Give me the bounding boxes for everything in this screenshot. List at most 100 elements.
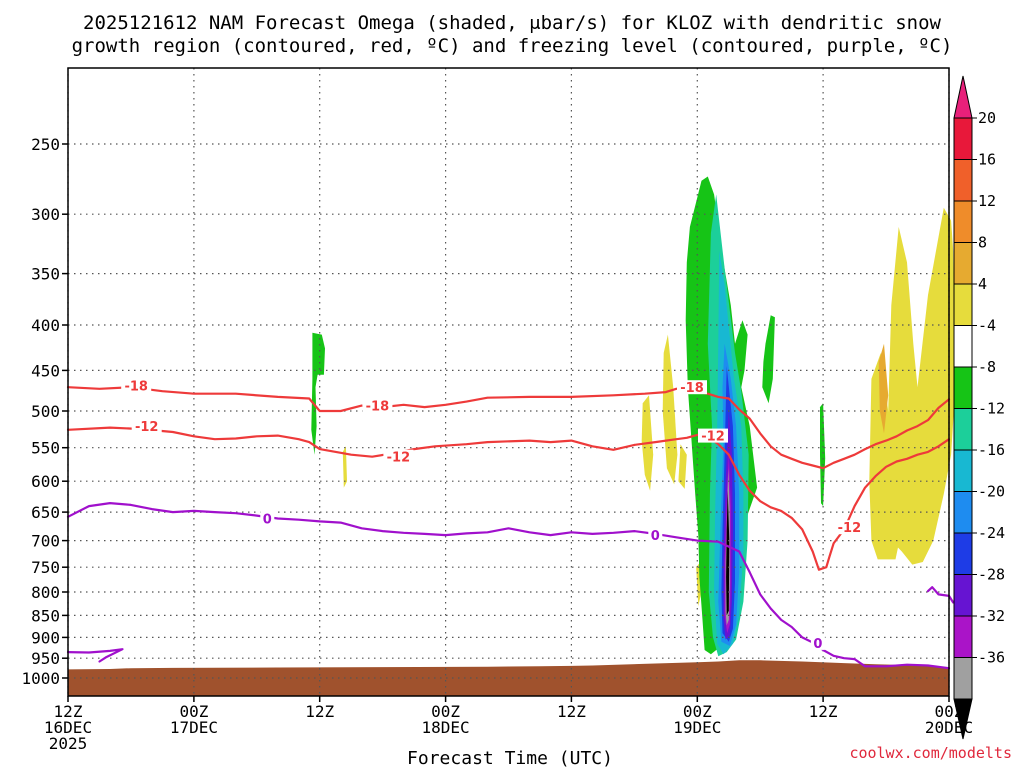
terrain-area: [68, 660, 949, 696]
x-tick-label: 12Z: [809, 702, 838, 721]
colorbar-swatch: [953, 366, 973, 409]
temperature-contours: [66, 386, 955, 670]
colorbar-swatch: [953, 283, 973, 326]
contour-label-bg: [677, 380, 707, 395]
colorbar-swatch: [953, 574, 973, 617]
y-axis: 250 300 350 400 450 500 550 600 650 700 750 800 850 9…: [21, 135, 68, 688]
colorbar-swatch: [953, 242, 973, 285]
contour-label: 0: [263, 513, 272, 528]
colorbar-swatch: [953, 159, 973, 202]
contour-label: -12: [838, 521, 862, 536]
contour-label-bg: [362, 398, 393, 413]
colorbar-label: -24: [978, 524, 1005, 542]
x-tick-label: 00Z: [179, 702, 208, 721]
y-tick-label: 700: [31, 532, 60, 551]
contour-label: -12: [701, 430, 725, 445]
y-tick-label: 300: [31, 205, 60, 224]
contour-label: 0: [813, 637, 822, 652]
colorbar-label: -36: [978, 649, 1005, 667]
contour-label-bg: [648, 528, 663, 543]
contour-label: -18: [680, 381, 704, 396]
colorbar-swatch: [953, 117, 973, 160]
colorbar-label: -16: [978, 441, 1005, 459]
x-tick-label: 00Z: [431, 702, 460, 721]
chart-title-line-1: 2025121612 NAM Forecast Omega (shaded, μ…: [83, 12, 941, 34]
colorbar-swatch: [953, 325, 973, 368]
omega-region-1: [917, 387, 931, 462]
omega-region-20: [726, 490, 730, 616]
x-tick-label: 12Z: [557, 702, 586, 721]
plot-area-frame: [67, 67, 950, 697]
omega-region-12: [311, 332, 325, 455]
colorbar-swatch: [953, 408, 973, 451]
y-tick-label: 900: [31, 628, 60, 647]
omega-region-11: [820, 403, 826, 507]
colorbar-label: 16: [978, 151, 996, 169]
colorbar-swatch: [953, 532, 973, 575]
terrain-fill: [68, 660, 949, 696]
colorbar-bottom-arrow: [953, 698, 973, 740]
y-tick-label: 250: [31, 135, 60, 154]
y-tick-label: 750: [31, 558, 60, 577]
colorbar-label: 4: [978, 275, 987, 293]
contour-freezing_level_segment-4: [926, 586, 955, 604]
x-tick-label: 19DEC: [673, 718, 721, 737]
colorbar-label: 12: [978, 192, 996, 210]
contour-label: -18: [124, 380, 148, 395]
colorbar-swatch: [953, 449, 973, 492]
y-tick-label: 500: [31, 402, 60, 421]
y-tick-label: 1000: [21, 669, 60, 688]
contour-freezing_level-2: [66, 502, 951, 670]
y-tick-label: 950: [31, 649, 60, 668]
omega-region-0: [880, 207, 956, 565]
colorbar-swatch: [953, 657, 973, 700]
contour-labels: -18 -18 -18 -12 -12 -12 -12 0 0 0: [121, 378, 865, 652]
y-tick-label: 650: [31, 503, 60, 522]
contour-label: 0: [651, 529, 660, 544]
contour-label-bg: [698, 428, 728, 443]
contour-label-bg: [131, 419, 162, 434]
x-axis-label: Forecast Time (UTC): [407, 748, 613, 768]
colorbar-label: 20: [978, 109, 996, 127]
omega-region-10: [762, 315, 775, 404]
contour-label-bg: [260, 511, 275, 526]
omega-region-4: [662, 334, 678, 485]
contour-label-bg: [834, 520, 865, 535]
y-tick-label: 600: [31, 472, 60, 491]
omega-region-2: [869, 352, 902, 560]
contour-dgz_bottom-1: [66, 426, 951, 571]
colorbar-swatch: [953, 491, 973, 534]
x-tick-label: 16DEC: [44, 718, 92, 737]
x-tick-label: 00Z: [683, 702, 712, 721]
y-tick-label: 850: [31, 606, 60, 625]
omega-region-8: [878, 343, 889, 434]
x-tick-label: 17DEC: [170, 718, 218, 737]
y-tick-label: 550: [31, 439, 60, 458]
contour-freezing_level_segment-3: [66, 648, 124, 663]
x-tick-label: 18DEC: [422, 718, 470, 737]
y-tick-label: 800: [31, 583, 60, 602]
contour-label-bg: [383, 449, 414, 464]
colorbar-label: -8: [978, 358, 996, 376]
colorbar-label: -20: [978, 483, 1005, 501]
omega-region-7: [342, 446, 347, 488]
colorbar-swatch: [953, 200, 973, 243]
contour-label-bg: [121, 378, 152, 393]
omega-shading: [311, 176, 956, 657]
colorbar-label: -28: [978, 566, 1005, 584]
contour-label: -18: [366, 400, 390, 415]
x-tick-label: 2025: [49, 734, 88, 753]
colorbar-label: -12: [978, 400, 1005, 418]
y-tick-label: 400: [31, 316, 60, 335]
y-tick-label: 450: [31, 361, 60, 380]
colorbar-swatch: [953, 615, 973, 658]
colorbar-label: -4: [978, 317, 996, 335]
omega-region-5: [678, 444, 687, 489]
x-tick-label: 12Z: [305, 702, 334, 721]
credit-text: coolwx.com/modelts: [849, 744, 1012, 762]
contour-label: -12: [135, 420, 159, 435]
colorbar-label: -32: [978, 607, 1005, 625]
colorbar: 20 16 12 8 4 -4 -8 -12 -16 -20 -24 -28 -32 -36: [953, 75, 1005, 740]
